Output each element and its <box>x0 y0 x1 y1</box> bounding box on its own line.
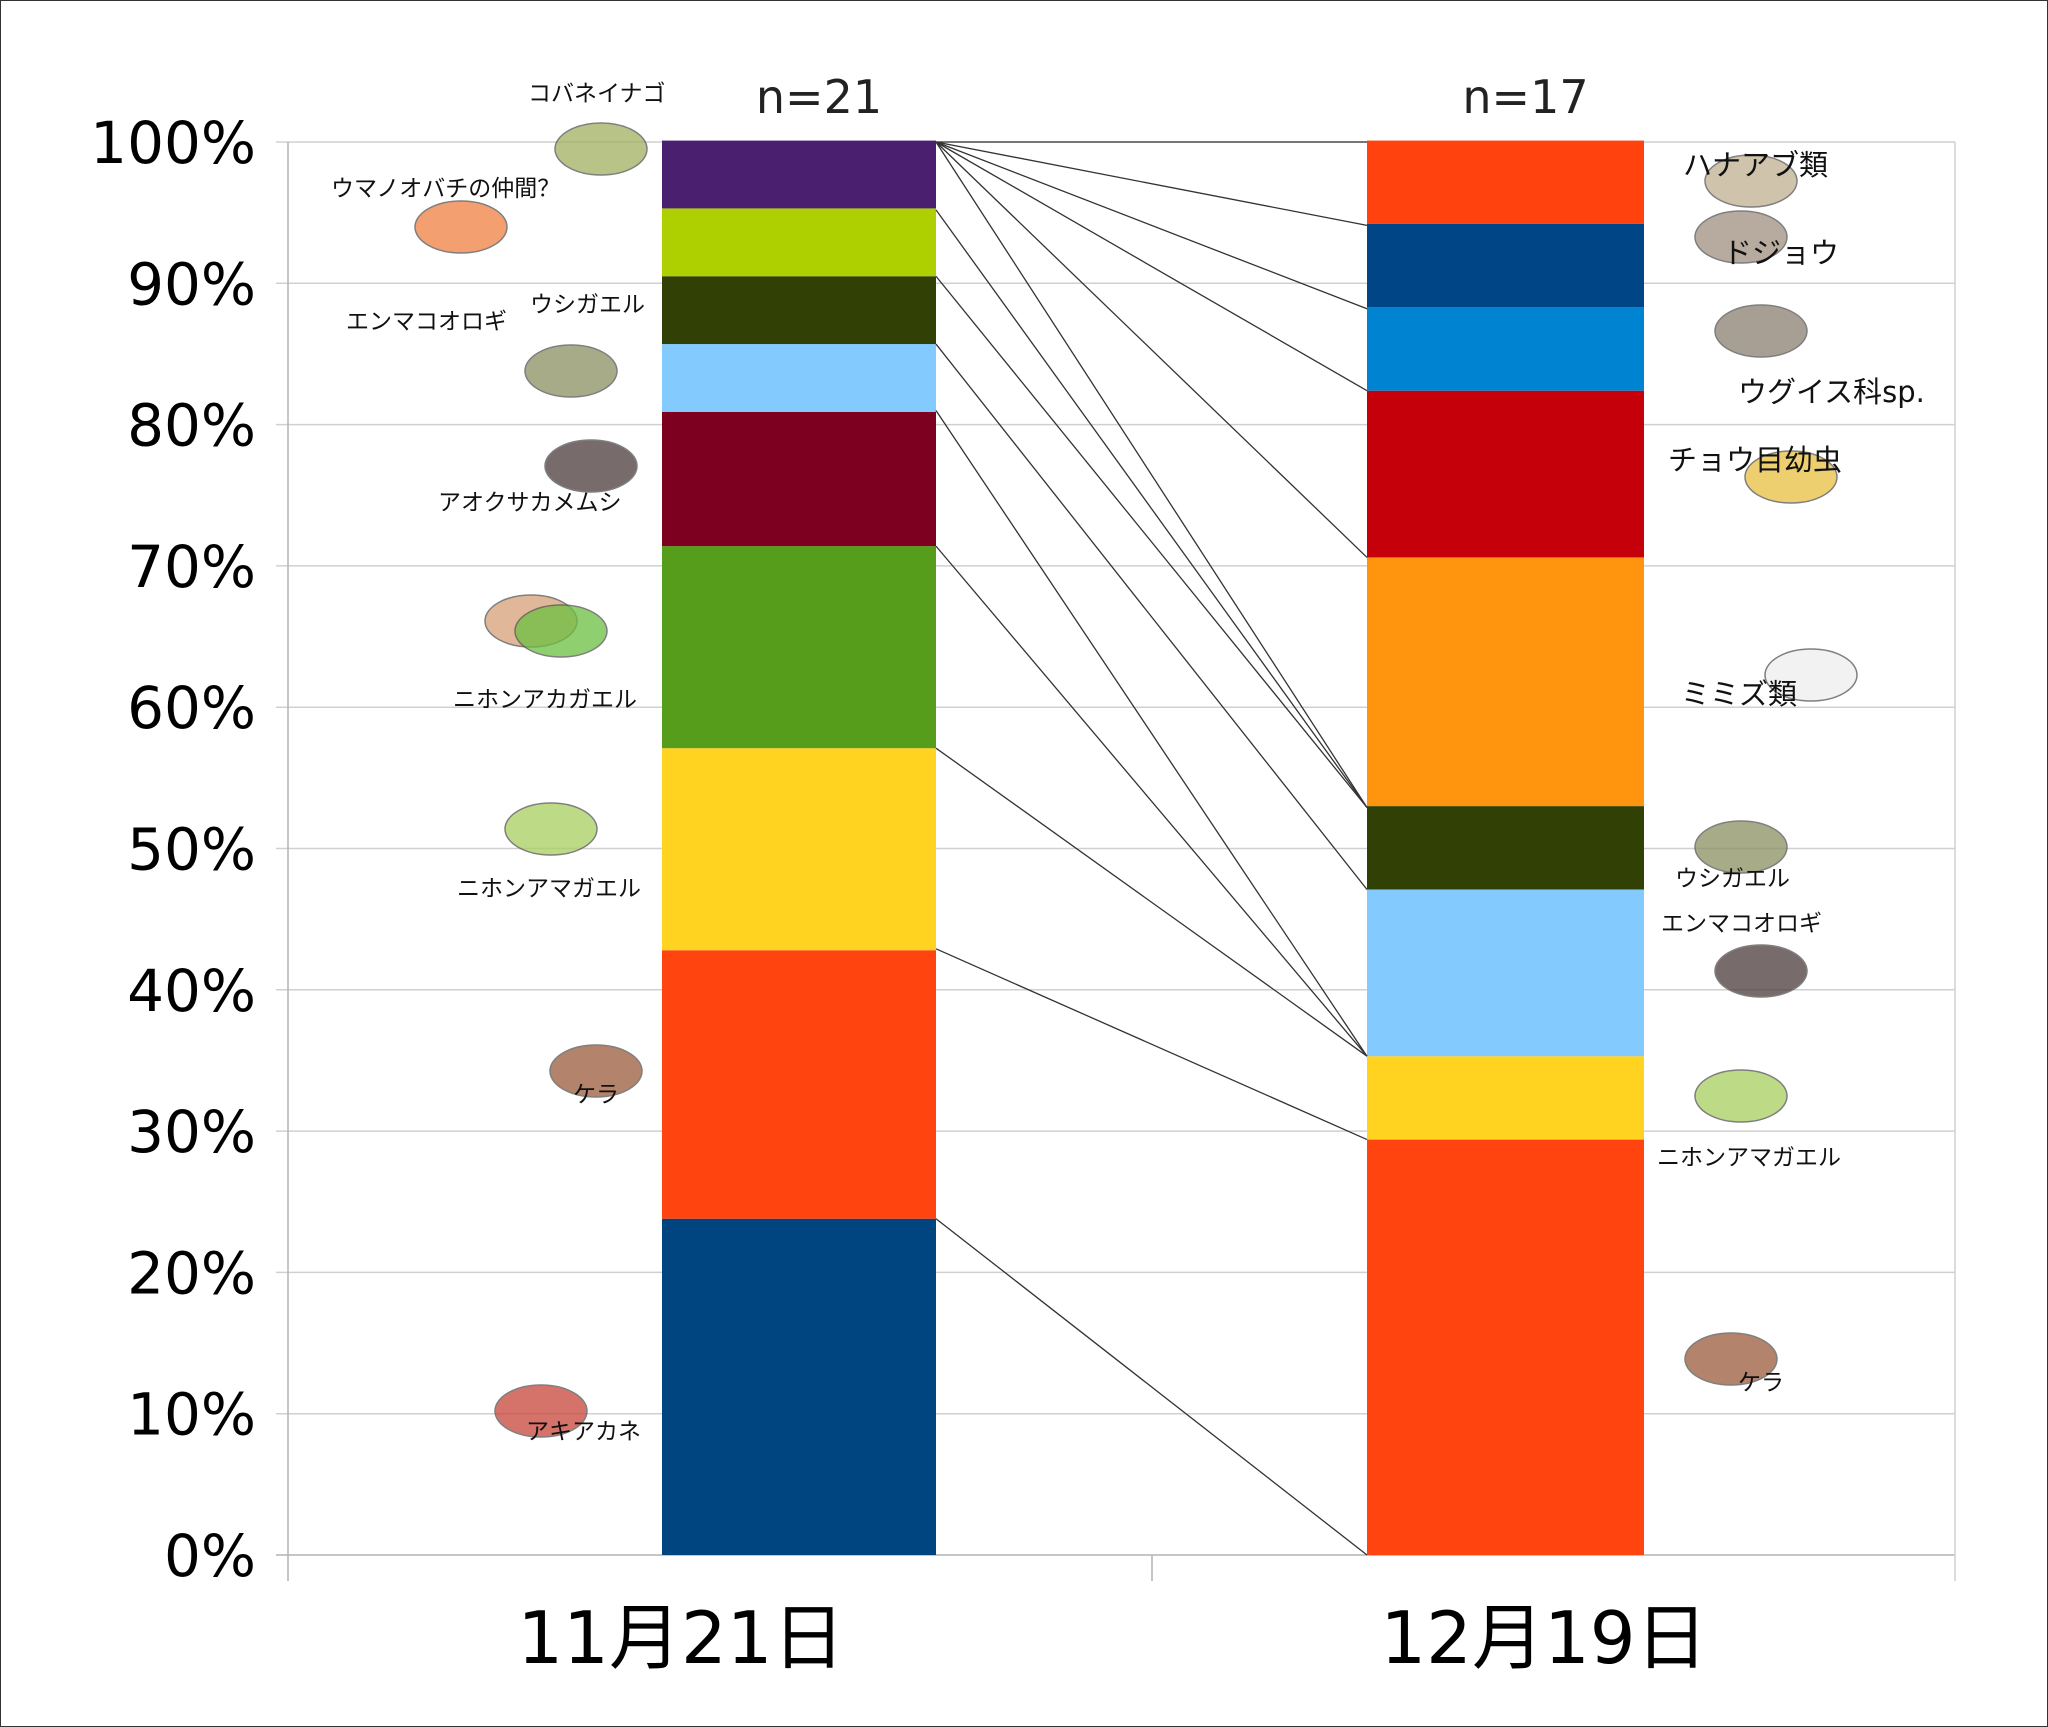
bar-segment <box>1367 390 1644 558</box>
species-illustration-icon <box>554 122 648 176</box>
connector-line <box>935 747 1368 1057</box>
species-illustration-icon <box>1684 1332 1778 1386</box>
species-illustration-icon <box>1764 648 1858 702</box>
species-label: コバネイナゴ <box>528 81 666 107</box>
species-illustration-icon <box>544 439 638 493</box>
y-tick-label: 100% <box>90 109 256 177</box>
connector-line <box>935 410 1368 1057</box>
species-illustration-icon <box>504 802 598 856</box>
species-label: アキアカネ <box>526 1419 641 1445</box>
bar-segment <box>662 546 936 749</box>
y-tick-label: 0% <box>164 1522 256 1590</box>
species-label: ケラ <box>1738 1370 1784 1396</box>
species-label: ウグイス科sp. <box>1738 375 1925 409</box>
bar-segment <box>1367 223 1644 308</box>
bar-segment <box>662 208 936 277</box>
species-label: アオクサカメムシ <box>438 490 622 516</box>
bar-segment <box>1367 1139 1644 1555</box>
species-illustration-icon <box>1694 210 1788 264</box>
connector-line <box>935 1218 1368 1556</box>
connector-line <box>935 209 1368 808</box>
species-illustration-icon <box>514 604 608 658</box>
bar-segment <box>662 140 936 209</box>
species-label: チョウ目幼虫 <box>1668 443 1843 477</box>
bar-segment <box>1367 140 1644 224</box>
species-illustration-icon <box>1694 1069 1788 1123</box>
species-label: エンマコオロギ <box>1661 911 1822 937</box>
connector-line <box>935 141 1368 310</box>
x-category-label: 12月19日 <box>1380 1596 1707 1680</box>
connector-line <box>935 545 1368 1057</box>
species-illustration-icon <box>549 1044 643 1098</box>
bar-segment <box>1367 1056 1644 1140</box>
connector-line <box>935 948 1368 1141</box>
species-label: ニホンアマガエル <box>1657 1145 1841 1171</box>
connector-line <box>935 343 1368 890</box>
connector-line <box>935 141 1368 808</box>
bar-segment <box>662 276 936 345</box>
y-tick-label: 60% <box>127 674 256 742</box>
species-label: ドジョウ <box>1723 236 1840 270</box>
species-label: ミミズ類 <box>1681 677 1798 711</box>
bar-segment <box>1367 557 1644 807</box>
species-label: ウシガエル <box>530 292 645 318</box>
sample-size-label: n=17 <box>1462 70 1588 124</box>
bar-segment <box>662 950 936 1219</box>
species-label: ニホンアカガエル <box>453 687 637 713</box>
connector-line <box>935 141 1368 558</box>
species-label: ケラ <box>573 1082 619 1108</box>
y-tick-label: 10% <box>127 1381 256 1449</box>
bar-segment <box>662 1218 936 1555</box>
species-label: ウマノオバチの仲間？ <box>331 176 561 202</box>
bar-segment <box>1367 889 1644 1057</box>
y-tick-label: 40% <box>127 957 256 1025</box>
species-illustration-icon <box>1704 154 1798 208</box>
connector-line <box>935 141 1368 227</box>
sample-size-label: n=21 <box>756 70 882 124</box>
x-category-label: 11月21日 <box>517 1596 844 1680</box>
connector-line <box>935 141 1368 392</box>
bar-segment <box>1367 307 1644 391</box>
species-illustration-icon <box>524 344 618 398</box>
species-illustration-icon <box>1694 820 1788 874</box>
species-illustration-icon <box>414 200 508 254</box>
species-illustration-icon <box>1744 450 1838 504</box>
y-tick-label: 90% <box>127 250 256 318</box>
y-tick-label: 50% <box>127 816 256 884</box>
bar-segment <box>662 411 936 547</box>
y-tick-label: 70% <box>127 533 256 601</box>
species-label: エンマコオロギ <box>346 309 507 335</box>
y-tick-label: 20% <box>127 1239 256 1307</box>
species-label: ウシガエル <box>1675 866 1790 892</box>
species-label: ニホンアマガエル <box>457 876 641 902</box>
bar-segment <box>1367 806 1644 890</box>
y-tick-label: 80% <box>127 392 256 460</box>
bar-segment <box>662 748 936 951</box>
species-illustration-icon <box>494 1384 588 1438</box>
bar-segment <box>662 344 936 412</box>
connector-line <box>935 275 1368 808</box>
species-illustration-icon <box>1714 944 1808 998</box>
species-illustration-icon <box>1714 304 1808 358</box>
species-label: ハナアブ類 <box>1683 148 1829 182</box>
y-tick-label: 30% <box>127 1098 256 1166</box>
